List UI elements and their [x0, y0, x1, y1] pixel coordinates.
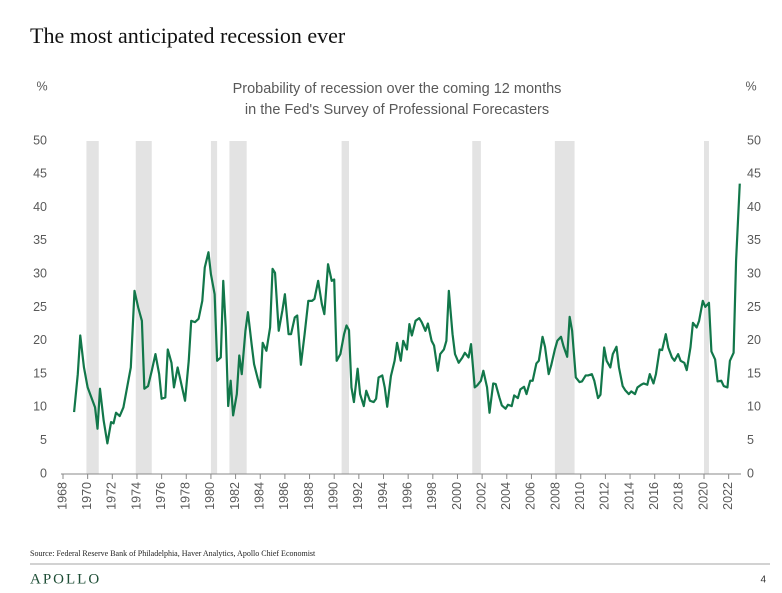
x-tick-label: 1970 [80, 482, 94, 510]
x-tick-label: 2008 [548, 482, 562, 510]
y2-tick-label: 30 [747, 266, 761, 280]
y-tick-label: 50 [33, 133, 47, 147]
x-tick-label: 1996 [400, 482, 414, 510]
y2-tick-label: 40 [747, 200, 761, 214]
y-tick-label: 35 [33, 233, 47, 247]
x-tick-label: 1972 [105, 482, 119, 510]
x-tick-label: 1978 [179, 482, 193, 510]
brand: APOLLO [30, 571, 101, 587]
y-tick-label: 15 [33, 366, 47, 380]
y2-tick-label: 35 [747, 233, 761, 247]
recession-band [704, 141, 709, 474]
y-tick-label: 45 [33, 167, 47, 181]
x-tick-label: 1980 [203, 482, 217, 510]
y2-tick-label: 5 [747, 433, 754, 447]
x-tick-label: 2016 [647, 482, 661, 510]
x-tick-label: 2004 [499, 482, 513, 510]
x-tick-label: 1986 [277, 482, 291, 510]
subtitle: in the Fed's Survey of Professional Fore… [245, 102, 549, 118]
y-tick-label: 5 [40, 433, 47, 447]
y-tick-label: 30 [33, 266, 47, 280]
y-axis-label: % [36, 79, 47, 93]
x-tick-label: 1974 [129, 482, 143, 510]
y2-tick-label: 15 [747, 366, 761, 380]
x-tick-label: 2002 [474, 482, 488, 510]
x-tick-label: 1992 [351, 482, 365, 510]
x-tick-label: 2020 [696, 482, 710, 510]
y2-tick-label: 50 [747, 133, 761, 147]
x-tick-label: 2018 [672, 482, 686, 510]
x-tick-label: 2000 [450, 482, 464, 510]
recession-band [210, 141, 218, 474]
x-tick-label: 1976 [154, 482, 168, 510]
recession-band [135, 141, 152, 474]
x-tick-label: 2006 [524, 482, 538, 510]
y2-tick-label: 25 [747, 300, 761, 314]
y2-tick-label: 10 [747, 400, 761, 414]
x-tick-label: 2010 [573, 482, 587, 510]
y2-tick-label: 20 [747, 333, 761, 347]
x-tick-label: 2014 [622, 482, 636, 510]
x-tick-label: 2022 [721, 482, 735, 510]
source: Source: Federal Reserve Bank of Philadel… [30, 549, 316, 558]
x-tick-label: 1990 [326, 482, 340, 510]
subtitle: Probability of recession over the coming… [233, 81, 562, 97]
x-tick-label: 1988 [302, 482, 316, 510]
x-tick-label: 1982 [228, 482, 242, 510]
recession-band [229, 141, 247, 474]
y-tick-label: 25 [33, 300, 47, 314]
y-tick-label: 20 [33, 333, 47, 347]
x-tick-label: 2012 [598, 482, 612, 510]
x-tick-label: 1984 [253, 482, 267, 510]
x-tick-label: 1998 [425, 482, 439, 510]
recession-band [554, 141, 575, 474]
x-tick-label: 1994 [376, 482, 390, 510]
page-number: 4 [760, 575, 766, 586]
recession-band [341, 141, 349, 474]
recession-band [472, 141, 481, 474]
y-tick-label: 40 [33, 200, 47, 214]
y2-tick-label: 0 [747, 466, 754, 480]
y-tick-label: 10 [33, 400, 47, 414]
x-tick-label: 1968 [55, 482, 69, 510]
y-tick-label: 0 [40, 466, 47, 480]
series-line [72, 183, 741, 445]
y2-axis-label: % [745, 79, 756, 93]
y2-tick-label: 45 [747, 167, 761, 181]
chart-title: The most anticipated recession ever [30, 23, 346, 48]
